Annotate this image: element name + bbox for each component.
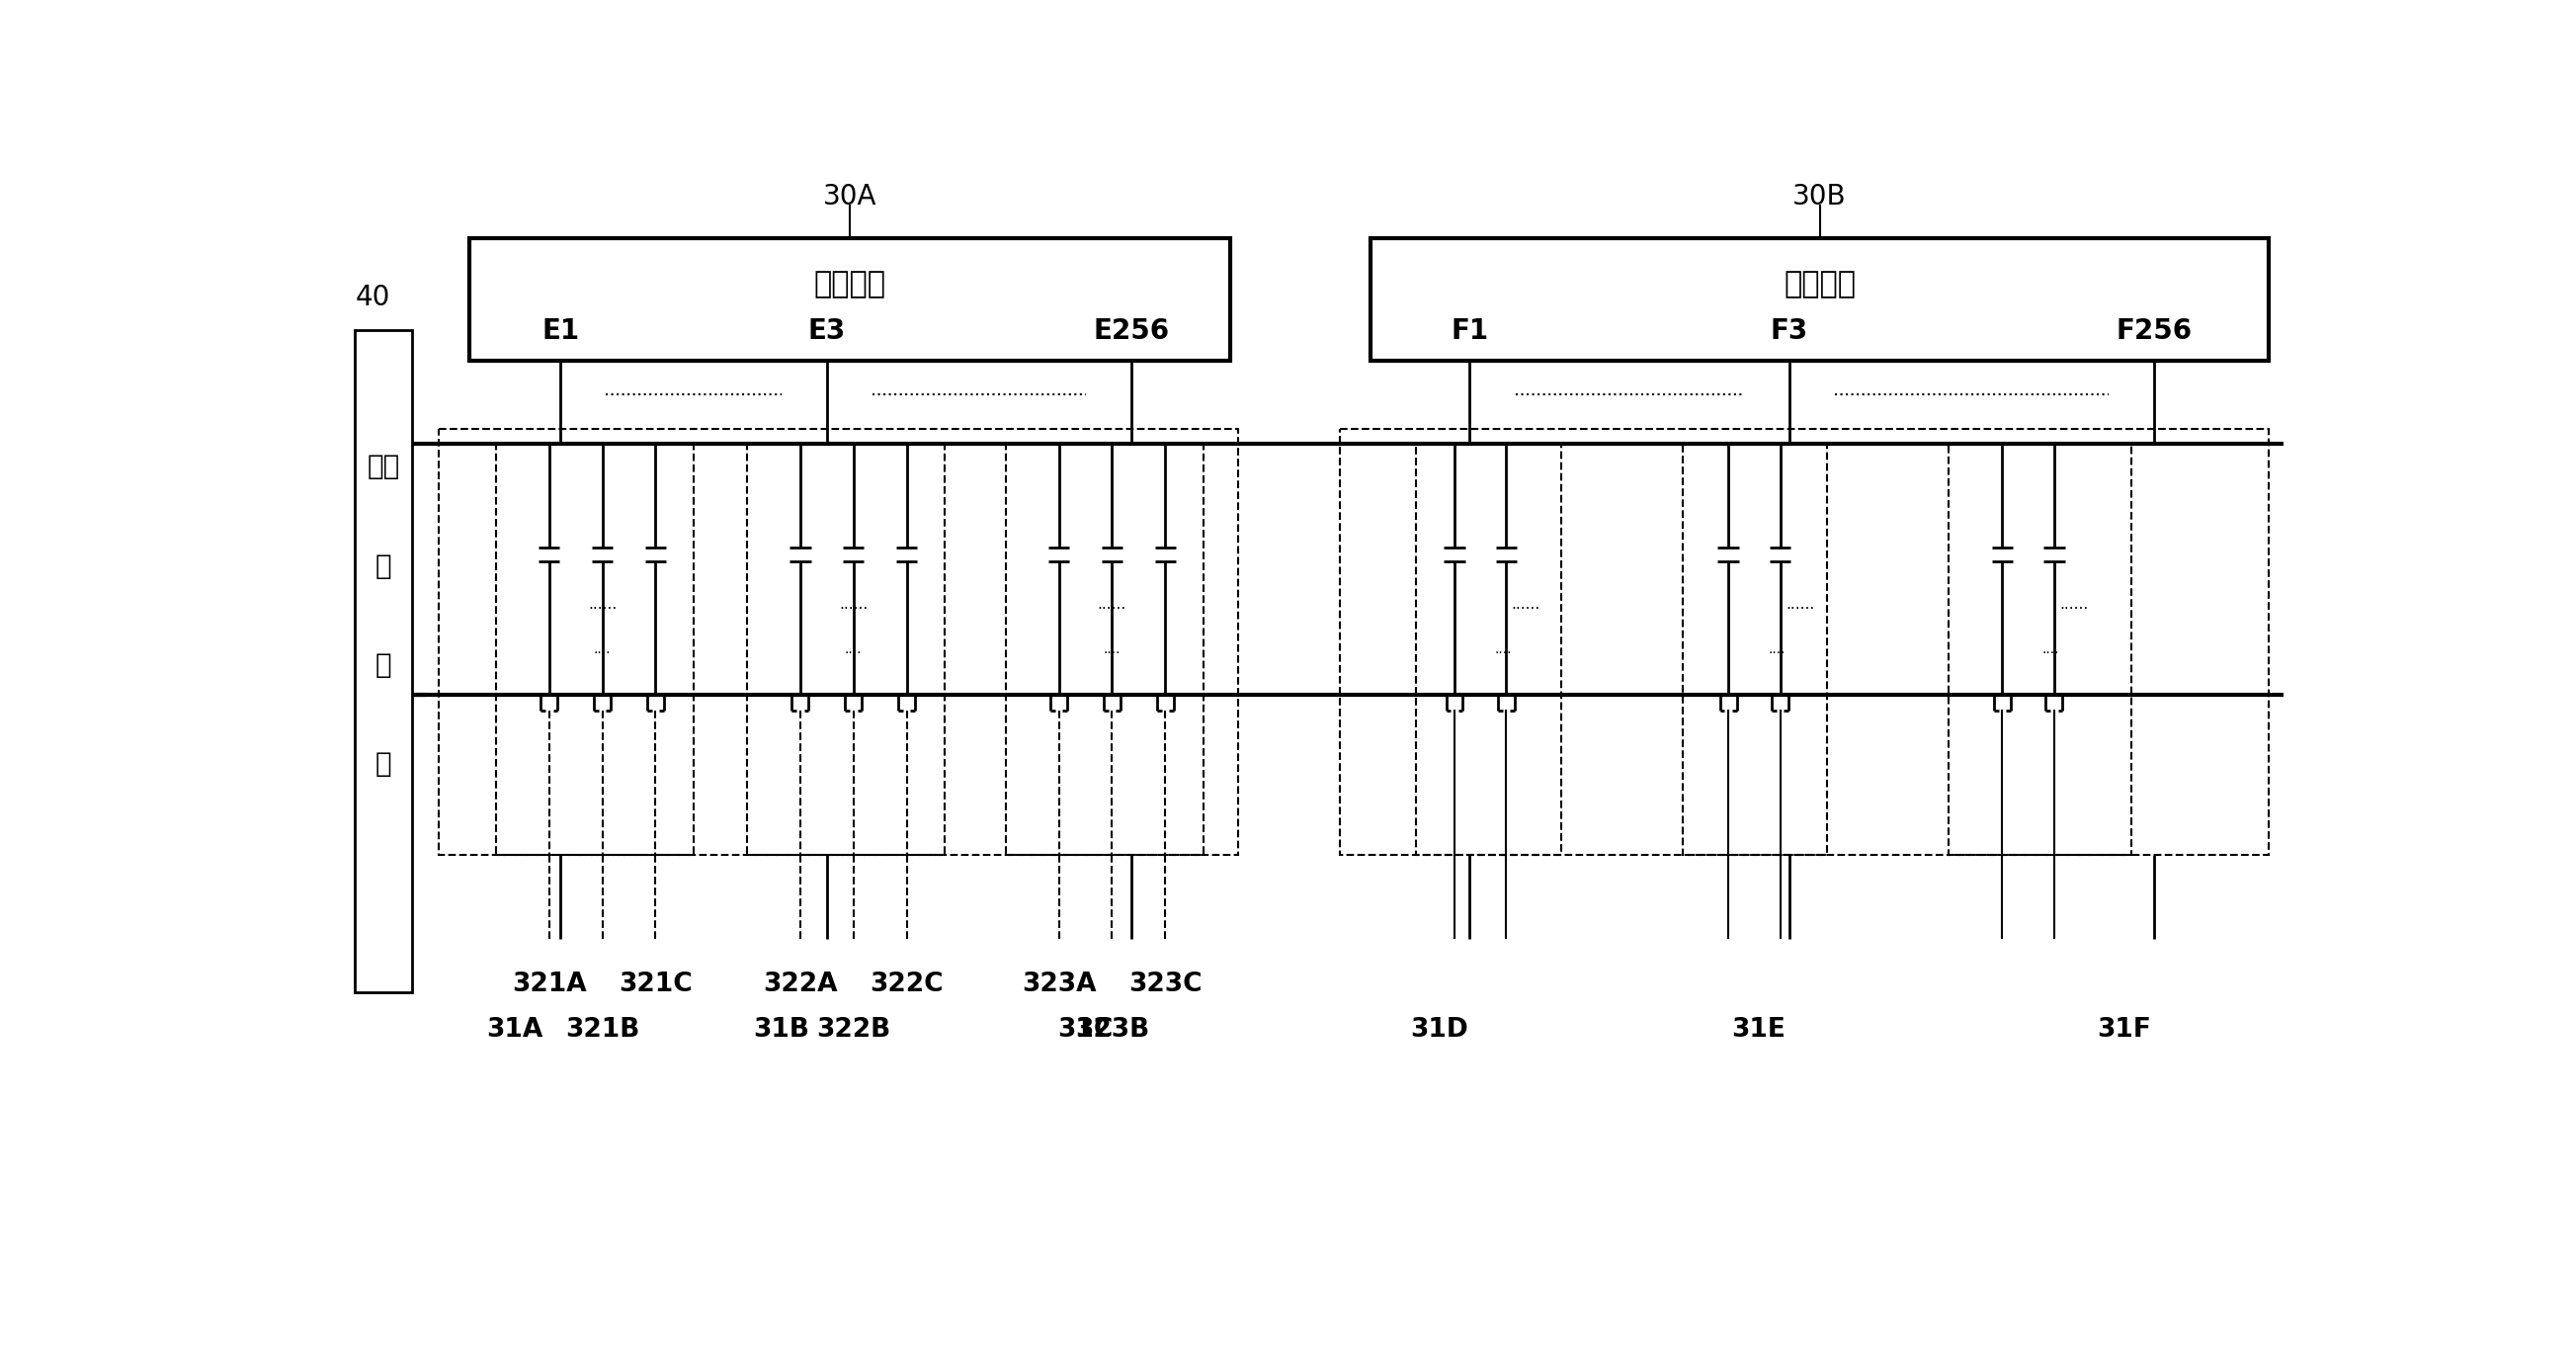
Text: E3: E3 xyxy=(809,318,845,345)
Text: ......: ...... xyxy=(1785,597,1814,611)
Text: 驱动芯片: 驱动芯片 xyxy=(814,269,886,299)
Text: 323A: 323A xyxy=(1023,972,1097,997)
Text: ....: .... xyxy=(1770,643,1785,657)
Bar xyxy=(747,444,945,854)
Text: ....: .... xyxy=(845,643,863,657)
Text: E1: E1 xyxy=(541,318,580,345)
Text: 322A: 322A xyxy=(762,972,837,997)
Bar xyxy=(1417,444,1561,854)
Text: 323B: 323B xyxy=(1074,1017,1149,1043)
Text: 动: 动 xyxy=(376,651,392,678)
Text: 40: 40 xyxy=(355,283,389,311)
Bar xyxy=(1682,444,1826,854)
Text: ......: ...... xyxy=(840,597,868,611)
Text: F3: F3 xyxy=(1770,318,1808,345)
Text: F1: F1 xyxy=(1450,318,1489,345)
Text: ....: .... xyxy=(2043,643,2061,657)
Text: 321C: 321C xyxy=(618,972,693,997)
Text: 31B: 31B xyxy=(752,1017,809,1043)
Text: ....: .... xyxy=(592,643,611,657)
Bar xyxy=(495,444,693,854)
Text: ....: .... xyxy=(1494,643,1512,657)
Text: E256: E256 xyxy=(1092,318,1170,345)
Text: 31D: 31D xyxy=(1409,1017,1468,1043)
Bar xyxy=(1370,238,2269,360)
Text: ....: .... xyxy=(1103,643,1121,657)
Text: 31E: 31E xyxy=(1731,1017,1785,1043)
Text: 321A: 321A xyxy=(513,972,587,997)
Text: ......: ...... xyxy=(2058,597,2089,611)
Text: 323C: 323C xyxy=(1128,972,1203,997)
Text: 驱动芯片: 驱动芯片 xyxy=(1783,269,1855,299)
Text: 31A: 31A xyxy=(487,1017,544,1043)
Bar xyxy=(469,238,1229,360)
Bar xyxy=(1005,444,1203,854)
Text: ......: ...... xyxy=(1097,597,1126,611)
Text: 30B: 30B xyxy=(1793,183,1847,211)
Text: ......: ...... xyxy=(1512,597,1540,611)
Bar xyxy=(355,330,412,992)
Text: 驱: 驱 xyxy=(376,552,392,580)
Text: 器: 器 xyxy=(376,750,392,777)
Bar xyxy=(438,429,1236,854)
Text: 31C: 31C xyxy=(1059,1017,1113,1043)
Text: F256: F256 xyxy=(2117,318,2192,345)
Text: 321B: 321B xyxy=(564,1017,639,1043)
Text: 322B: 322B xyxy=(817,1017,891,1043)
Text: 322C: 322C xyxy=(871,972,943,997)
Text: 30A: 30A xyxy=(822,183,876,211)
Text: 31F: 31F xyxy=(2097,1017,2151,1043)
Text: ......: ...... xyxy=(587,597,616,611)
Bar xyxy=(1950,444,2133,854)
Text: 栅板: 栅板 xyxy=(366,454,399,481)
Bar xyxy=(1340,429,2269,854)
